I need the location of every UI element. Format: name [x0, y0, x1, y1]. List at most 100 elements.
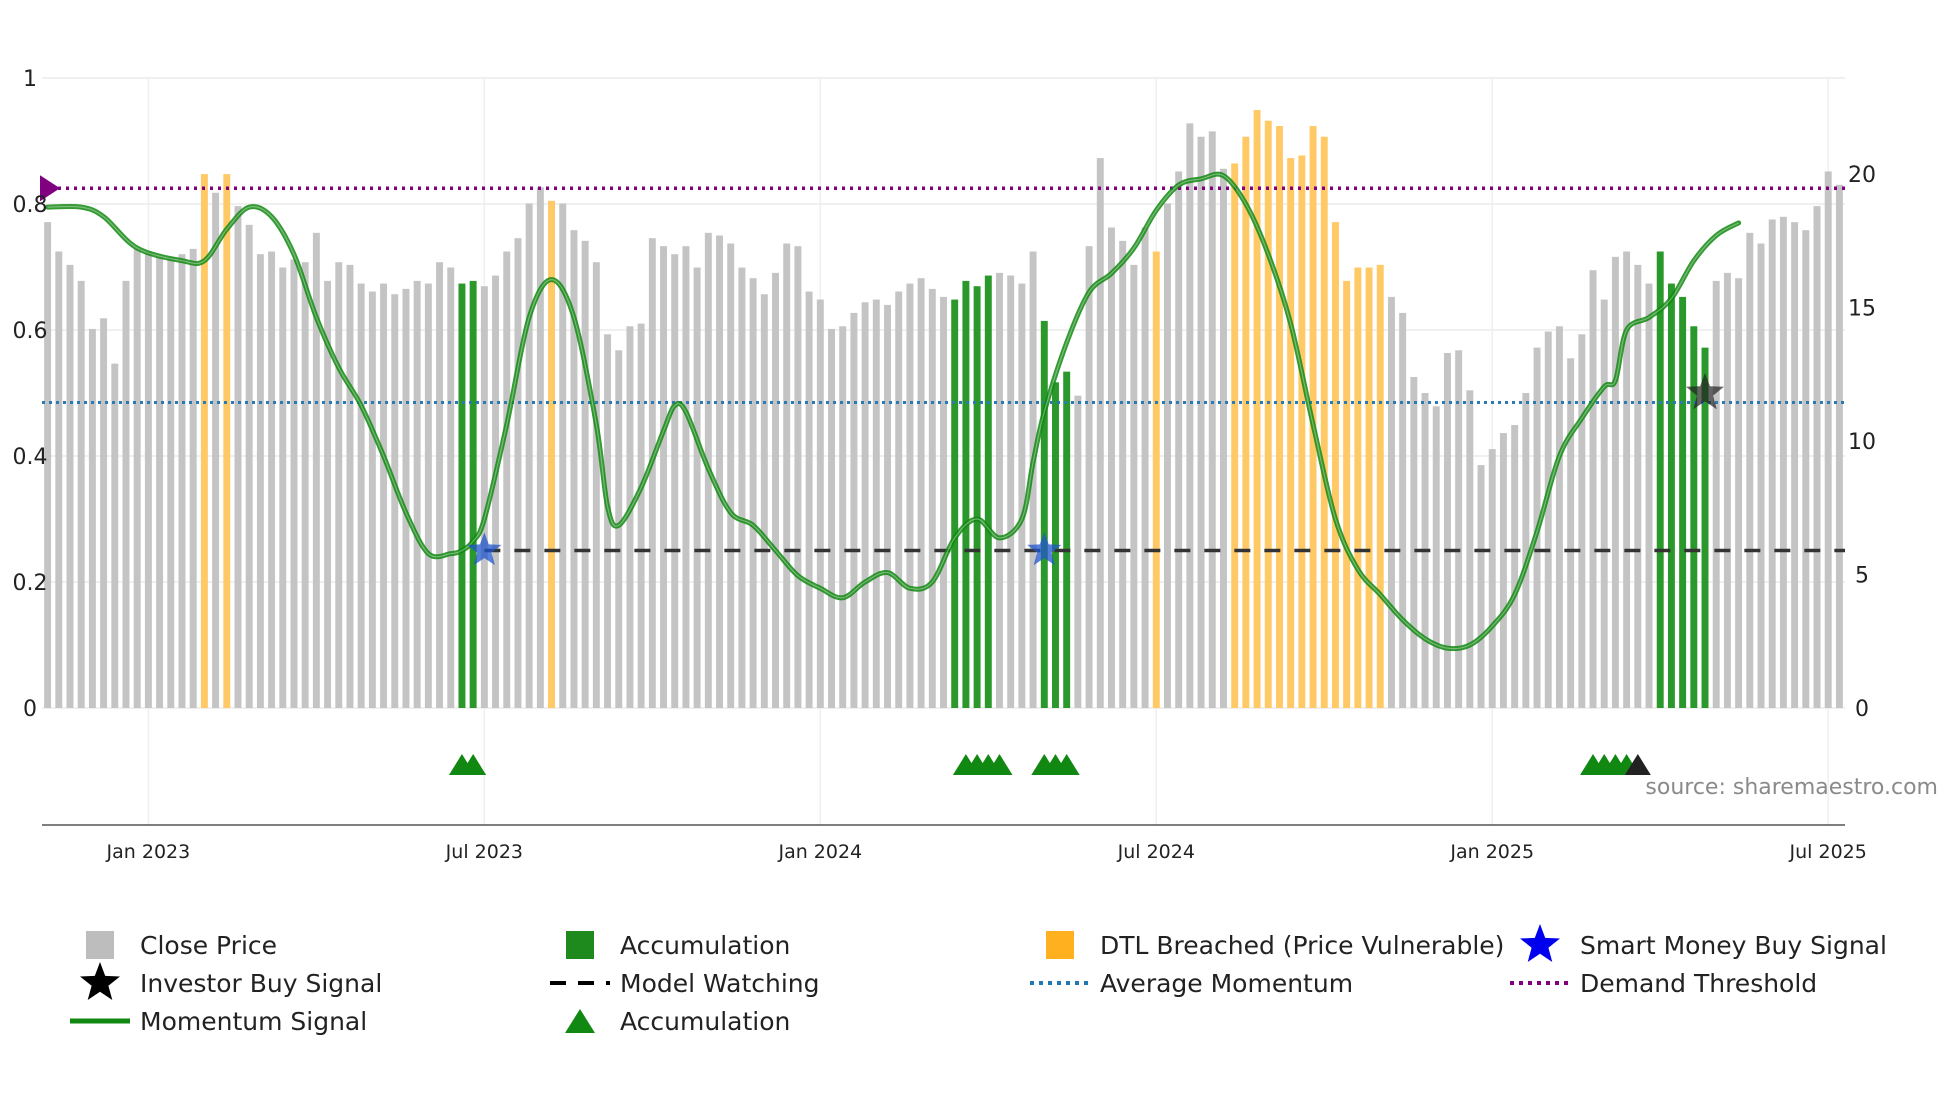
price-bars	[44, 110, 1843, 709]
close-price-bar	[884, 304, 891, 708]
dtl-breached-bar	[1320, 136, 1328, 708]
y-left-tick-label: 0.6	[13, 319, 48, 344]
smart-money-buy-signal	[467, 532, 502, 566]
legend-label: Close Price	[140, 931, 277, 960]
close-price-bar	[301, 262, 309, 708]
close-price-bar	[1746, 232, 1754, 708]
close-price-bar	[671, 254, 679, 708]
close-price-bar	[1544, 331, 1552, 708]
close-price-bar	[144, 251, 152, 708]
close-price-bar	[402, 288, 410, 708]
close-price-bar	[1466, 390, 1474, 708]
close-price-bar	[783, 243, 791, 708]
close-price-bar	[1802, 230, 1810, 708]
close-price-bar	[1175, 171, 1183, 709]
close-price-bar	[895, 291, 903, 708]
close-price-bar	[1712, 280, 1720, 708]
dtl-breached-bar	[223, 174, 231, 709]
accumulation-bar	[973, 286, 981, 708]
close-price-bar	[1074, 395, 1082, 708]
close-price-bar	[1018, 283, 1026, 708]
dtl-breached-bar	[1298, 155, 1306, 708]
close-price-bar	[772, 272, 779, 708]
close-price-bar	[324, 280, 332, 708]
close-price-bar	[514, 238, 522, 708]
close-price-bar	[167, 256, 175, 708]
close-price-bar	[1443, 352, 1451, 708]
close-price-bar	[828, 328, 835, 708]
accumulation-marker	[986, 754, 1013, 775]
close-price-bar	[1488, 449, 1496, 708]
legend-label: Investor Buy Signal	[140, 969, 382, 998]
close-price-bar	[480, 286, 488, 708]
close-price-bar	[492, 275, 500, 708]
momentum-signal-line	[45, 171, 1742, 652]
close-price-bar	[872, 299, 880, 708]
investor-buy-signal	[1686, 373, 1724, 410]
close-price-bar	[346, 264, 354, 708]
close-price-bar	[178, 254, 186, 708]
close-price-bar	[212, 192, 220, 708]
close-price-bar	[1611, 256, 1619, 708]
legend-triangle-icon	[565, 1009, 595, 1033]
close-price-bar	[536, 187, 544, 708]
close-price-bar	[559, 203, 567, 708]
accumulation-bar	[1701, 347, 1709, 708]
accumulation-bar	[1040, 320, 1048, 708]
close-price-bar	[996, 272, 1003, 708]
close-price-bar	[1779, 216, 1787, 709]
y-right-tick-label: 15	[1848, 297, 1876, 322]
close-price-bar	[660, 246, 668, 708]
accumulation-marker	[460, 754, 487, 775]
close-price-bar	[1208, 131, 1216, 708]
y-right-tick-label: 20	[1848, 163, 1876, 188]
dtl-breached-bar	[200, 174, 208, 709]
close-price-bar	[1735, 278, 1743, 708]
close-price-bar	[1141, 227, 1149, 709]
dtl-breached-bar	[1253, 110, 1261, 709]
x-tick-label: Jan 2023	[106, 841, 191, 863]
close-price-bar	[1623, 251, 1631, 708]
close-price-bar	[861, 302, 869, 708]
close-price-bar	[648, 238, 656, 708]
close-price-bar	[1186, 123, 1194, 709]
close-price-bar	[122, 280, 130, 708]
dtl-breached-bar	[1331, 222, 1339, 709]
investor-marker	[1624, 754, 1651, 775]
close-price-bar	[88, 328, 96, 708]
close-price-bar	[928, 288, 936, 708]
close-price-bar	[256, 254, 264, 708]
close-price-bar	[615, 350, 623, 708]
close-price-bar	[55, 251, 63, 708]
close-price-bar	[44, 222, 52, 709]
legend: Close Price Accumulation DTL Breached (Pri…	[70, 924, 1887, 1036]
close-price-bar	[436, 262, 444, 708]
close-price-bar	[335, 262, 343, 708]
dtl-breached-bar	[1287, 158, 1295, 709]
close-price-bar	[1645, 283, 1653, 708]
close-price-bar	[1723, 272, 1731, 708]
legend-star-icon	[1520, 924, 1560, 962]
close-price-bar	[234, 206, 242, 708]
close-price-bar	[1791, 222, 1799, 709]
close-price-bar	[111, 363, 119, 708]
close-price-bar	[1455, 350, 1463, 708]
close-price-bar	[1219, 168, 1227, 709]
close-price-bar	[1589, 270, 1597, 708]
close-price-bar	[1410, 376, 1418, 708]
dtl-breached-bar	[1343, 280, 1351, 708]
close-price-bar	[1164, 203, 1171, 708]
dtl-breached-bar	[1152, 251, 1160, 708]
close-price-bar	[760, 294, 768, 708]
y-right-tick-label: 10	[1848, 430, 1876, 455]
close-price-bar	[268, 251, 276, 708]
smart-money-buy-signal	[1027, 532, 1062, 566]
x-tick-label: Jan 2024	[777, 841, 862, 863]
close-price-bar	[581, 240, 589, 708]
close-price-bar	[850, 312, 858, 708]
close-price-bar	[100, 318, 108, 708]
close-price-bar	[391, 294, 399, 708]
close-price-bar	[1096, 158, 1104, 709]
